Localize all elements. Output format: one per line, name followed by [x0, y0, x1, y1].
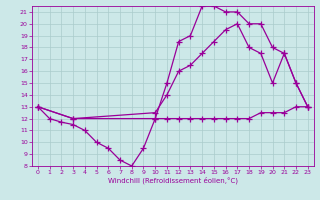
X-axis label: Windchill (Refroidissement éolien,°C): Windchill (Refroidissement éolien,°C) [108, 177, 238, 184]
